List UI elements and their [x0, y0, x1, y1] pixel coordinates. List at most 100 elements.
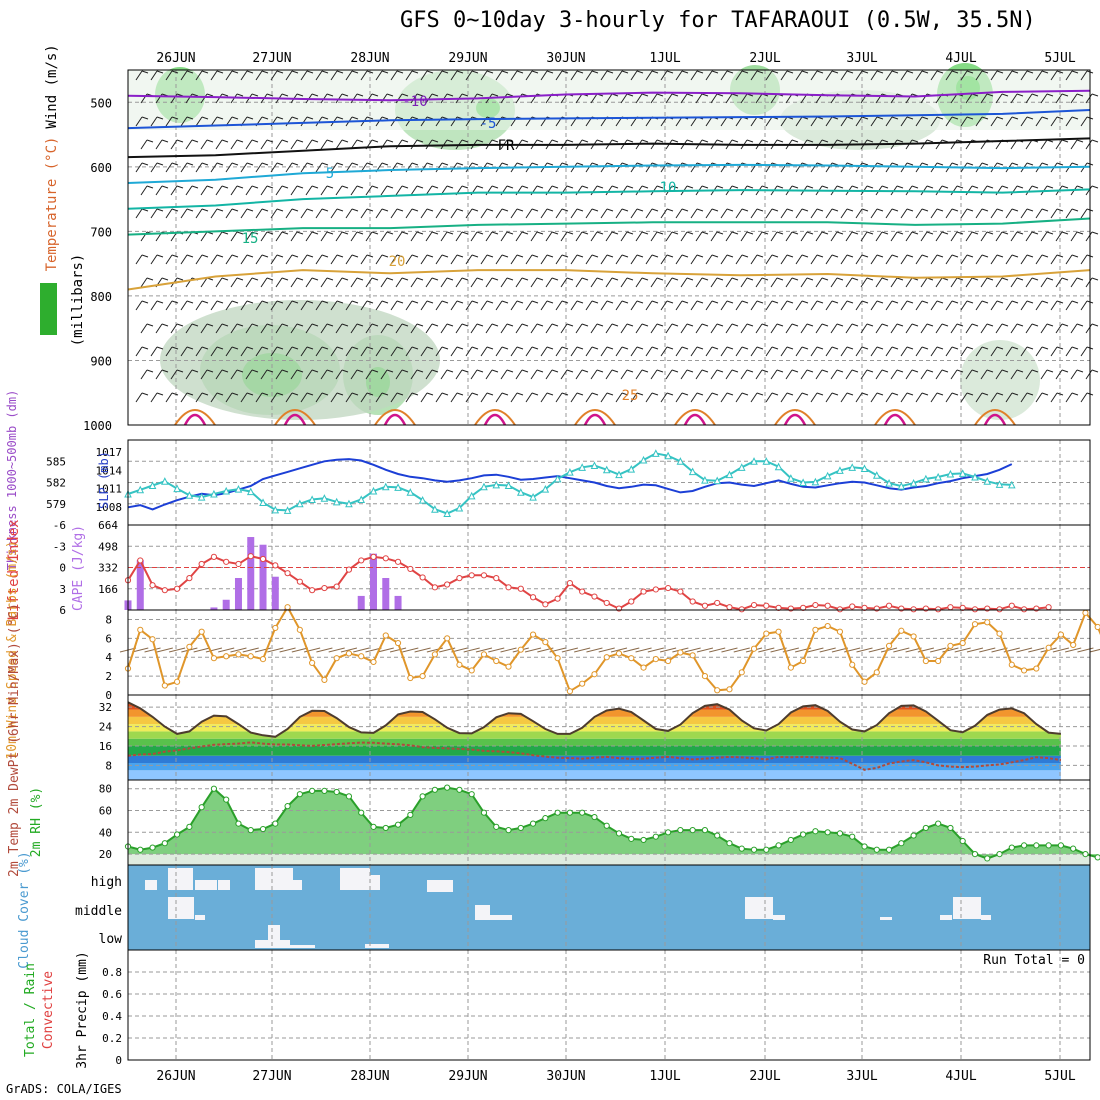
- cape-bar-4: [234, 577, 242, 610]
- wind-barb: [585, 300, 599, 311]
- slp-marker: [774, 462, 783, 471]
- wind-barb: [345, 300, 359, 311]
- wind-barb: [770, 231, 784, 242]
- wind-barb: [350, 93, 364, 104]
- wind-barb: [690, 208, 704, 219]
- wind-barb: [300, 162, 314, 173]
- wind-barb: [1025, 369, 1039, 380]
- wind-barb: [705, 70, 719, 81]
- surface-barb: [181, 647, 198, 653]
- wind-barb: [380, 139, 394, 150]
- wind-barb: [455, 231, 469, 242]
- slp-marker: [443, 509, 451, 517]
- rh-marker: [677, 827, 684, 834]
- rh-marker: [652, 833, 659, 840]
- wind-barb: [545, 369, 559, 380]
- wind-barb: [630, 162, 644, 173]
- rh-marker: [1057, 842, 1065, 849]
- wind-barb: [645, 254, 659, 265]
- lifted-index-marker: [284, 570, 291, 577]
- rh-marker: [922, 824, 929, 832]
- rh-marker: [542, 815, 549, 822]
- wind-barb: [420, 70, 434, 81]
- wind-barb: [405, 254, 419, 265]
- wind-barb: [840, 208, 854, 219]
- wind-barb: [150, 116, 164, 127]
- wind-barb: [560, 231, 574, 242]
- wind-barb: [645, 346, 659, 357]
- wind-barb: [635, 185, 649, 196]
- thickness-ylabel: Thickness 1000~500mb (dm): [5, 390, 19, 571]
- wind-barb: [405, 300, 419, 311]
- wind-barb: [1050, 70, 1064, 81]
- wind-speed-marker: [431, 651, 438, 658]
- cloud-block-4: [218, 880, 230, 890]
- wind-speed-marker: [701, 673, 709, 680]
- xsec-ytick-2: 700: [90, 225, 112, 239]
- wind-speed-marker: [910, 633, 917, 640]
- wind-barb: [440, 369, 454, 380]
- wind-barb: [245, 369, 259, 380]
- wind-barb: [525, 254, 539, 265]
- wind-barb: [995, 93, 1009, 104]
- chart-title: GFS 0~10day 3-hourly for TAFARAOUI (0.5W…: [400, 8, 1036, 33]
- date-label-bottom-1: 27JUN: [252, 1069, 291, 1084]
- wind-barb: [960, 254, 974, 265]
- wind-barb: [480, 254, 494, 265]
- wind-barb: [135, 116, 149, 127]
- wind-barb: [660, 392, 674, 403]
- wind-speed-marker: [1020, 667, 1028, 674]
- wind-barb: [185, 323, 199, 334]
- wind-barb: [750, 300, 764, 311]
- wind-barb: [210, 346, 224, 357]
- wind-barb: [930, 392, 944, 403]
- wind-barb: [980, 231, 994, 242]
- wind-barb: [285, 162, 299, 173]
- wind-barb: [230, 231, 244, 242]
- wind-barb: [780, 346, 794, 357]
- wind-barb: [615, 392, 629, 403]
- wind-speed-marker: [247, 653, 254, 660]
- wind-tick-4: 8: [105, 613, 112, 626]
- wind-barb: [720, 392, 734, 403]
- surface-barb: [758, 647, 775, 653]
- rh-tick-1: 40: [99, 826, 112, 839]
- rh-marker: [628, 835, 635, 842]
- surface-barb: [168, 647, 186, 653]
- precip-tick-2: 0.4: [102, 1010, 122, 1023]
- wind-barb: [320, 369, 334, 380]
- date-label-top-0: 26JUN: [156, 51, 195, 66]
- temp-band-5: [128, 731, 1061, 739]
- isotherm-25-2: [374, 409, 416, 426]
- wind-barb: [1065, 300, 1079, 311]
- wind-barb: [140, 139, 154, 150]
- date-label-bottom-8: 4JUL: [945, 1069, 976, 1084]
- isotherm-25-7: [874, 409, 916, 426]
- lifted-index-marker: [640, 588, 647, 595]
- wind-barb: [1035, 346, 1049, 357]
- contour-label-0: -10: [402, 94, 427, 110]
- cloud-block-6: [292, 880, 302, 890]
- wind-barb: [665, 323, 679, 334]
- wind-barb: [585, 254, 599, 265]
- wind-speed-marker: [738, 669, 745, 676]
- rh-marker: [235, 820, 242, 827]
- wind-barb: [1085, 231, 1099, 242]
- slp-marker: [381, 482, 390, 491]
- wind-speed-marker: [603, 654, 610, 661]
- wind-barb: [285, 70, 299, 81]
- wind-barb: [660, 346, 674, 357]
- wind-barb: [530, 185, 544, 196]
- wind-barb: [170, 323, 184, 334]
- wind-barb: [410, 369, 424, 380]
- wind-barb: [665, 369, 679, 380]
- wind-barb: [1055, 277, 1069, 288]
- wind-barb: [140, 323, 154, 334]
- wind-barb: [900, 116, 914, 127]
- wind-barb: [320, 323, 334, 334]
- wind-barb: [555, 300, 569, 311]
- wind-barb: [275, 231, 289, 242]
- slp-marker: [836, 466, 844, 474]
- lifted-index-marker: [1045, 604, 1052, 611]
